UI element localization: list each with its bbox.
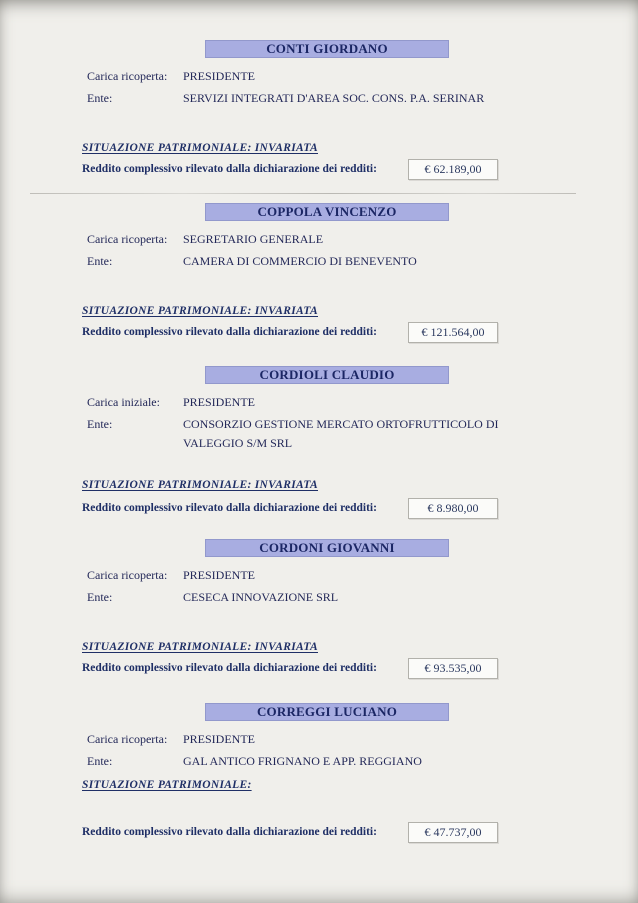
situazione-heading: SITUAZIONE PATRIMONIALE: [82, 779, 252, 791]
page-separator [30, 193, 576, 194]
person-name-banner: CORREGGI LUCIANO [205, 703, 449, 721]
ente-value: CAMERA DI COMMERCIO DI BENEVENTO [183, 254, 417, 268]
person-name-banner: CONTI GIORDANO [205, 40, 449, 58]
reddito-value-box: € 121.564,00 [408, 322, 498, 343]
role-label: Carica ricoperta: [87, 568, 168, 582]
reddito-value: € 121.564,00 [421, 325, 485, 339]
reddito-value-box: € 62.189,00 [408, 159, 498, 180]
role-value: SEGRETARIO GENERALE [183, 232, 324, 246]
person-name-banner: COPPOLA VINCENZO [205, 203, 449, 221]
situazione-heading: SITUAZIONE PATRIMONIALE: INVARIATA [82, 479, 318, 491]
role-value: PRESIDENTE [183, 732, 255, 746]
role-value: PRESIDENTE [183, 69, 255, 83]
ente-label: Ente: [87, 754, 113, 768]
person-section: CORDIOLI CLAUDIO Carica iniziale: PRESID… [0, 366, 638, 526]
role-label: Carica ricoperta: [87, 69, 168, 83]
reddito-value: € 8.980,00 [427, 501, 479, 515]
situazione-heading: SITUAZIONE PATRIMONIALE: INVARIATA [82, 142, 318, 154]
reddito-label: Reddito complessivo rilevato dalla dichi… [82, 662, 377, 674]
reddito-value-box: € 8.980,00 [408, 498, 498, 519]
reddito-value: € 93.535,00 [424, 661, 482, 675]
reddito-label: Reddito complessivo rilevato dalla dichi… [82, 502, 377, 514]
situazione-heading: SITUAZIONE PATRIMONIALE: INVARIATA [82, 305, 318, 317]
reddito-value: € 62.189,00 [424, 162, 482, 176]
ente-value: CONSORZIO GESTIONE MERCATO ORTOFRUTTICOL… [183, 417, 499, 450]
reddito-value-box: € 47.737,00 [408, 822, 498, 843]
role-label: Carica iniziale: [87, 395, 160, 409]
ente-value: GAL ANTICO FRIGNANO E APP. REGGIANO [183, 754, 422, 768]
ente-label: Ente: [87, 91, 113, 105]
person-name-banner: CORDONI GIOVANNI [205, 539, 449, 557]
role-label: Carica ricoperta: [87, 732, 168, 746]
ente-label: Ente: [87, 590, 113, 604]
role-label: Carica ricoperta: [87, 232, 168, 246]
reddito-label: Reddito complessivo rilevato dalla dichi… [82, 163, 377, 175]
reddito-label: Reddito complessivo rilevato dalla dichi… [82, 826, 377, 838]
person-section: CONTI GIORDANO Carica ricoperta: PRESIDE… [0, 40, 638, 200]
ente-label: Ente: [87, 254, 113, 268]
person-section: COPPOLA VINCENZO Carica ricoperta: SEGRE… [0, 203, 638, 363]
situazione-heading: SITUAZIONE PATRIMONIALE: INVARIATA [82, 641, 318, 653]
person-section: CORREGGI LUCIANO Carica ricoperta: PRESI… [0, 703, 638, 863]
ente-value: SERVIZI INTEGRATI D'AREA SOC. CONS. P.A.… [183, 91, 485, 105]
reddito-label: Reddito complessivo rilevato dalla dichi… [82, 326, 377, 338]
ente-value: CESECA INNOVAZIONE SRL [183, 590, 339, 604]
person-section: CORDONI GIOVANNI Carica ricoperta: PRESI… [0, 539, 638, 699]
reddito-value-box: € 93.535,00 [408, 658, 498, 679]
role-value: PRESIDENTE [183, 568, 255, 582]
reddito-value: € 47.737,00 [424, 825, 482, 839]
ente-label: Ente: [87, 417, 113, 431]
role-value: PRESIDENTE [183, 395, 255, 409]
person-name-banner: CORDIOLI CLAUDIO [205, 366, 449, 384]
